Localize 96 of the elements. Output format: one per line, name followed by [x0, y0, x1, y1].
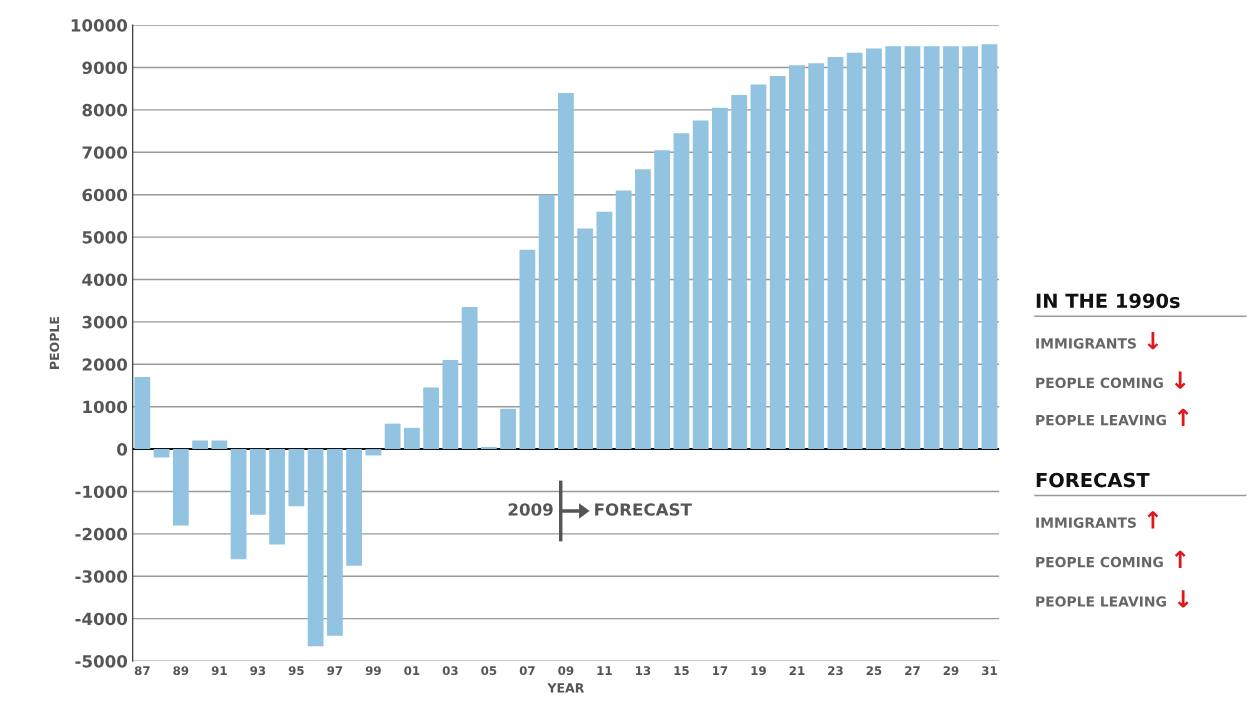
y-tick-label: 9000 — [82, 61, 128, 75]
bar — [827, 56, 844, 450]
bar — [230, 449, 247, 560]
text: IMMIGRANTS ↑ — [1036, 511, 1159, 529]
bar — [962, 46, 979, 450]
bar — [442, 360, 459, 450]
x-tick-label: 07 — [519, 666, 535, 676]
y-tick-label: -2000 — [75, 527, 128, 541]
bar — [384, 423, 401, 450]
x-tick-label: 01 — [404, 666, 420, 676]
bar — [249, 449, 266, 515]
y-tick-label: 2000 — [82, 358, 128, 371]
text: PEOPLE COMING ↑ — [1036, 550, 1186, 568]
bar — [615, 190, 632, 450]
text: PEOPLE COMING ↓ — [1036, 371, 1186, 389]
y-axis-title: PEOPLE — [49, 317, 60, 369]
x-tick-label: 89 — [173, 666, 189, 676]
bar — [981, 44, 998, 450]
x-tick-label: 29 — [943, 666, 959, 676]
bar — [943, 46, 959, 450]
y-tick-label: -5000 — [75, 655, 128, 668]
x-tick-label: 21 — [789, 666, 805, 675]
x-tick-label: 13 — [636, 666, 651, 676]
text: PEOPLE LEAVING ↑ — [1036, 408, 1189, 427]
bar — [134, 377, 151, 450]
x-tick-label: 27 — [905, 666, 920, 675]
bar — [192, 440, 208, 450]
bar — [885, 46, 902, 450]
x-tick-label: 87 — [134, 666, 150, 676]
y-tick-label: 1000 — [83, 400, 128, 414]
bar — [558, 92, 574, 450]
bar — [269, 449, 285, 545]
x-tick-label: 11 — [597, 666, 612, 675]
bar — [923, 46, 940, 450]
x-tick-label: 19 — [751, 666, 766, 676]
y-tick-label: 5000 — [82, 231, 128, 244]
x-tick-label: 23 — [828, 666, 843, 676]
bar — [211, 440, 228, 450]
x-tick-label: 93 — [250, 666, 266, 676]
y-tick-label: 0 — [117, 443, 128, 456]
x-tick-label: 97 — [327, 666, 343, 676]
y-tick-label: 6000 — [82, 188, 128, 202]
y-tick-label: 10000 — [71, 19, 128, 32]
bar — [750, 84, 767, 450]
bar — [866, 48, 882, 450]
text: PEOPLE LEAVING ↓ — [1036, 590, 1189, 608]
bar — [789, 65, 805, 450]
bar — [403, 427, 420, 450]
bar — [692, 120, 709, 450]
bar — [673, 133, 690, 450]
bar — [500, 408, 517, 450]
bar — [461, 307, 478, 450]
bar — [519, 249, 536, 450]
text: IN THE 1990s — [1036, 293, 1180, 309]
annotation: 2009 — [508, 503, 553, 516]
bar — [481, 446, 497, 450]
bar — [288, 449, 305, 507]
bar — [346, 449, 363, 566]
bar — [577, 228, 594, 450]
x-tick-label: 15 — [674, 666, 689, 676]
bar — [808, 63, 825, 450]
bar — [731, 95, 748, 450]
y-tick-label: 8000 — [82, 103, 128, 117]
bar — [172, 449, 189, 526]
y-tick-label: 3000 — [82, 315, 128, 329]
bar — [596, 211, 613, 450]
bar — [904, 46, 921, 450]
bar — [712, 107, 728, 450]
x-tick-label: 91 — [211, 666, 227, 676]
bar — [538, 194, 555, 450]
x-tick-label: 95 — [288, 666, 304, 676]
y-tick-label: -1000 — [75, 485, 128, 499]
bar — [326, 449, 343, 636]
x-tick-label: 31 — [982, 666, 997, 676]
bar — [307, 449, 324, 647]
bar — [635, 169, 651, 450]
annotation: FORECAST — [595, 503, 692, 516]
y-tick-label: 4000 — [82, 273, 128, 287]
x-tick-label: 09 — [558, 666, 574, 676]
y-tick-label: -3000 — [75, 570, 128, 583]
y-tick-label: -4000 — [75, 612, 128, 626]
bar — [153, 449, 170, 458]
x-tick-label: 05 — [481, 666, 497, 676]
bar — [769, 75, 786, 450]
x-tick-label: 99 — [365, 666, 381, 676]
x-tick-label: 25 — [866, 666, 882, 676]
bar — [365, 449, 382, 456]
bar — [423, 387, 440, 450]
x-axis-title: YEAR — [547, 683, 585, 693]
bar — [654, 150, 671, 450]
x-tick-label: 17 — [713, 666, 728, 675]
bar — [846, 52, 863, 450]
text: IMMIGRANTS ↓ — [1036, 332, 1159, 350]
text: FORECAST — [1036, 472, 1150, 488]
x-tick-label: 03 — [442, 666, 458, 676]
y-tick-label: 7000 — [82, 146, 128, 159]
